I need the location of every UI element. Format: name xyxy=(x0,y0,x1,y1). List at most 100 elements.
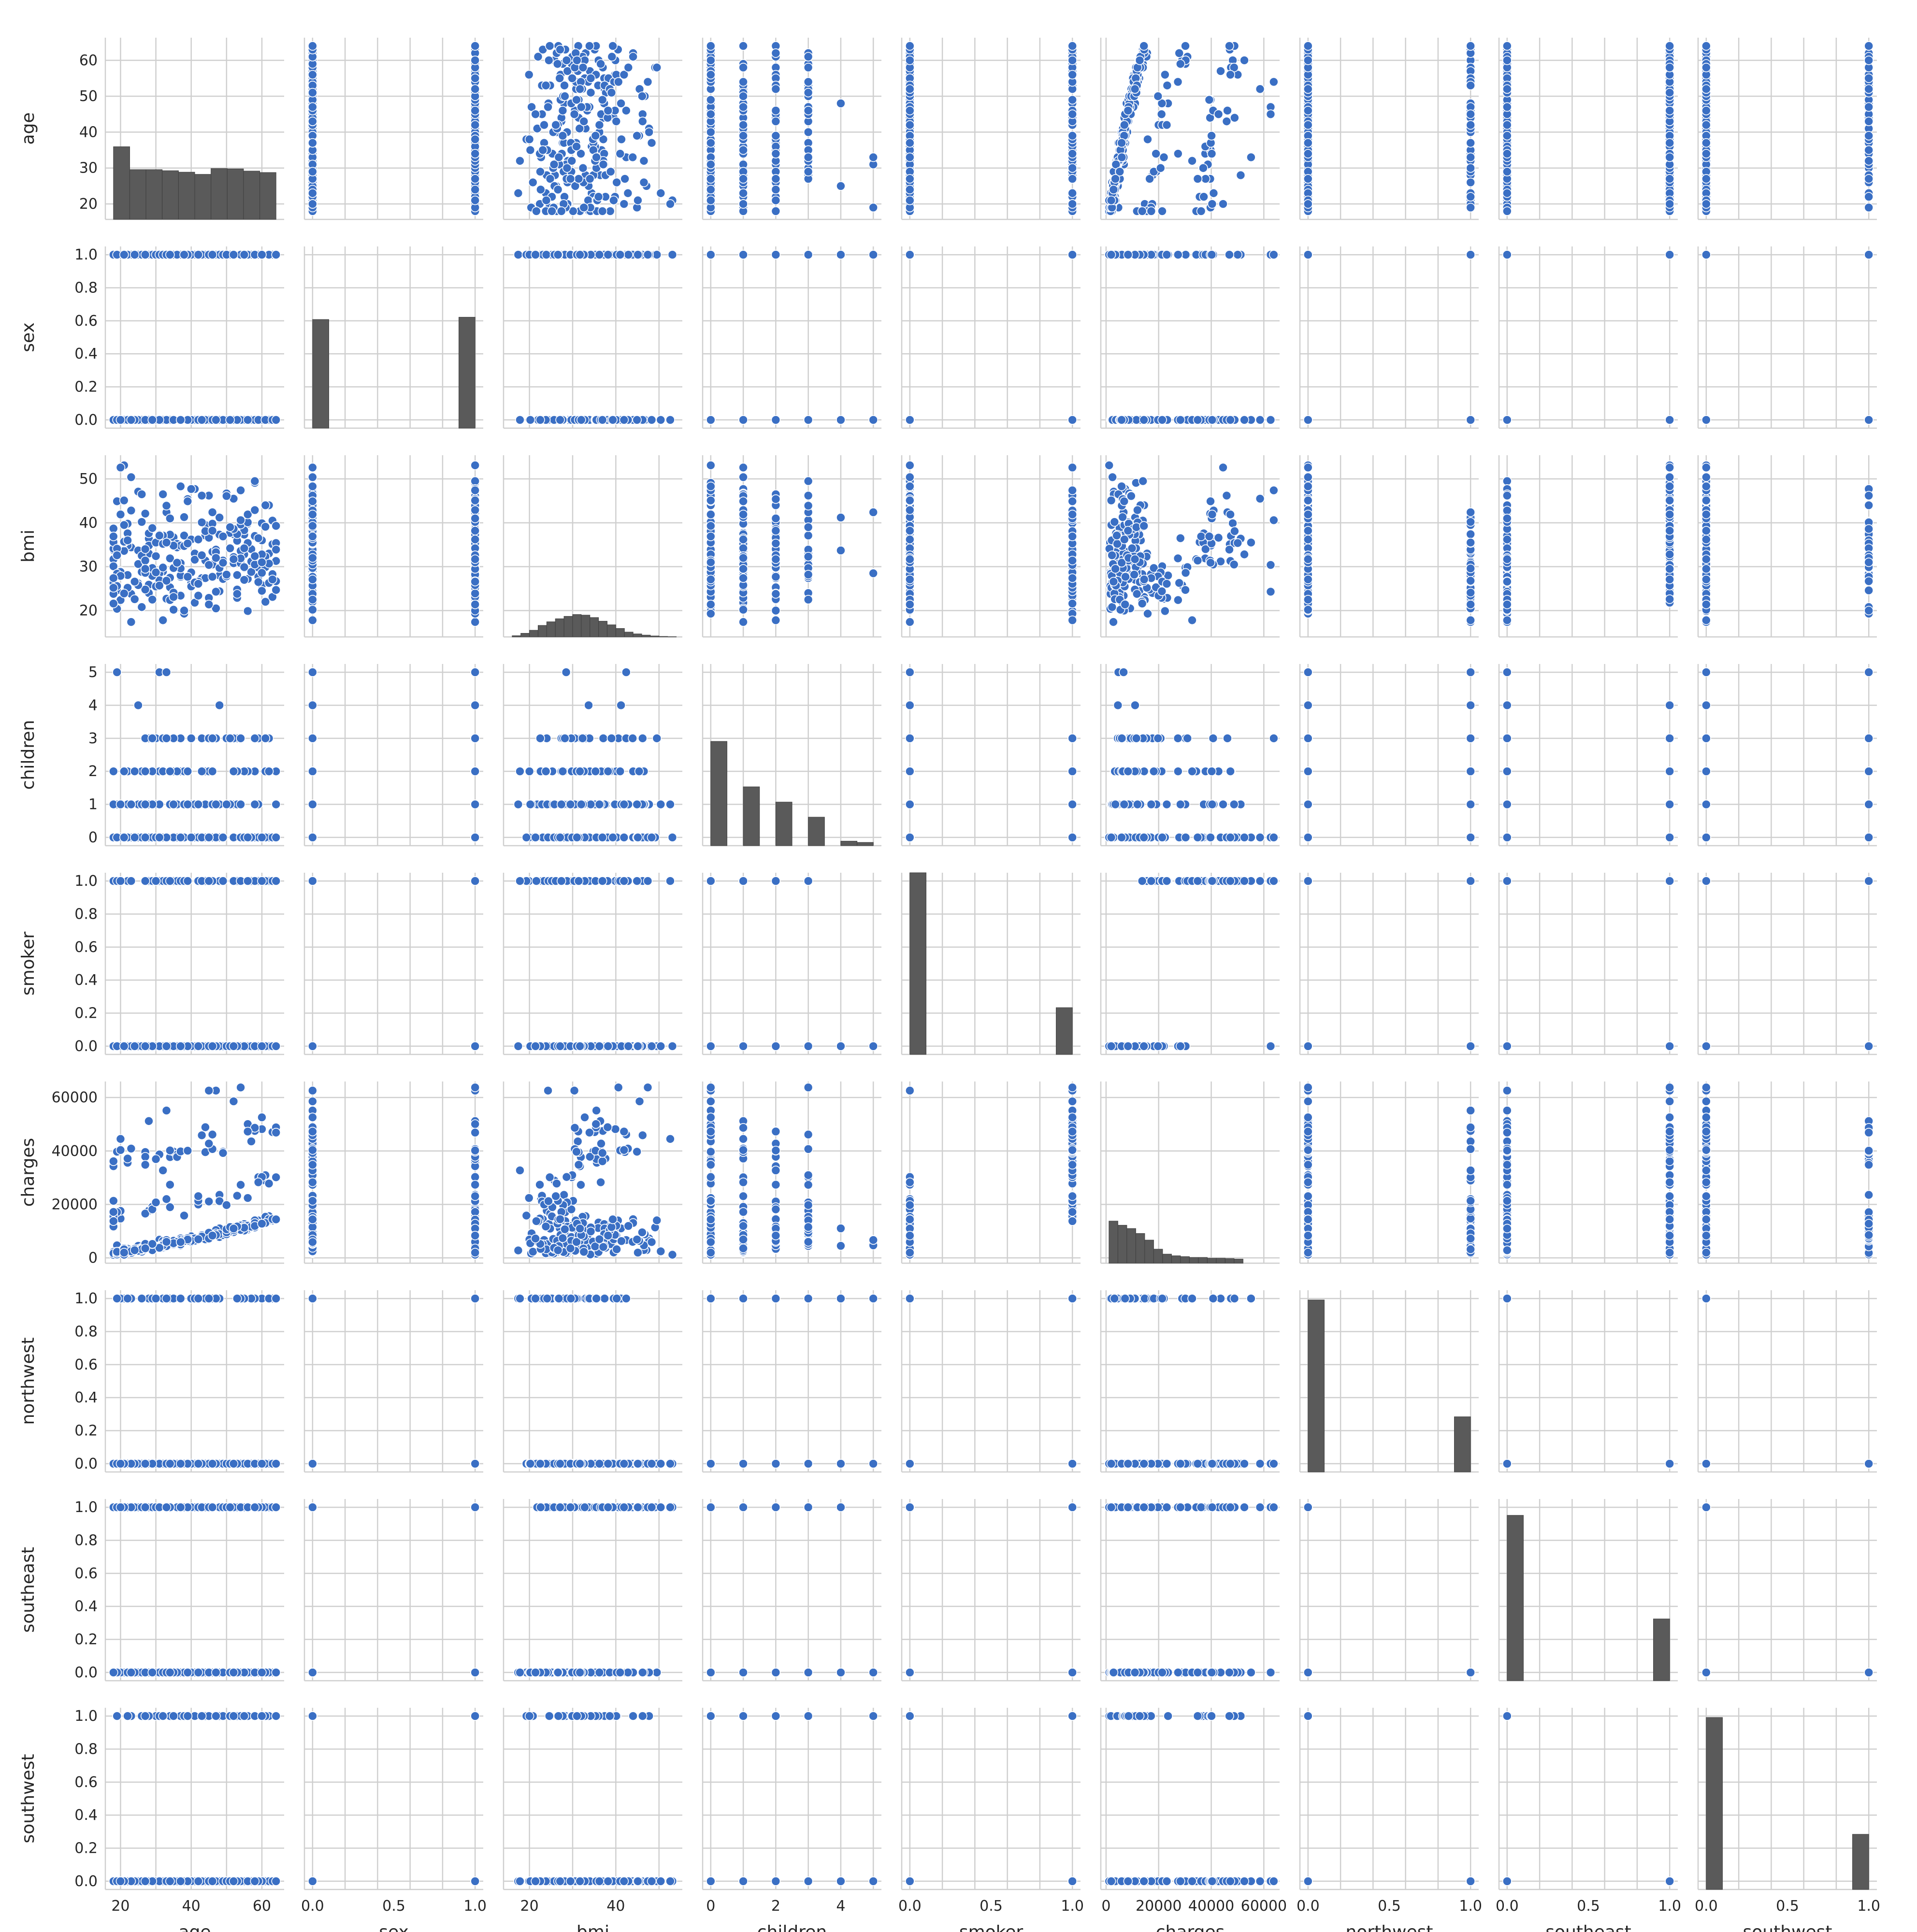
scatter-point xyxy=(739,77,748,86)
scatter-point xyxy=(471,196,479,205)
scatter-point xyxy=(308,189,317,198)
scatter-point xyxy=(1207,131,1216,140)
scatter-point xyxy=(668,250,677,259)
scatter-point xyxy=(1174,77,1182,86)
scatter-point xyxy=(1665,139,1674,147)
scatter-point xyxy=(609,196,618,205)
scatter-point xyxy=(1466,203,1475,212)
scatter-point xyxy=(869,203,878,212)
scatter-point xyxy=(1247,153,1255,161)
scatter-point xyxy=(536,185,545,194)
scatter-point xyxy=(1864,192,1873,201)
scatter-point xyxy=(739,189,748,198)
scatter-point xyxy=(906,153,914,161)
scatter-point xyxy=(771,106,780,115)
scatter-point xyxy=(577,102,586,111)
scatter-point xyxy=(1304,85,1312,93)
histogram-bar-age xyxy=(130,170,146,219)
panel-sex-vs-bmi xyxy=(504,246,682,428)
scatter-point xyxy=(576,250,584,259)
panel-age-vs-northwest xyxy=(1300,38,1479,219)
panel-age-vs-southeast xyxy=(1499,38,1678,219)
scatter-point xyxy=(1068,164,1077,173)
scatter-point xyxy=(1503,42,1512,50)
scatter-point xyxy=(1138,207,1147,216)
scatter-point xyxy=(739,174,748,183)
scatter-point xyxy=(706,196,715,205)
scatter-point xyxy=(1466,164,1475,173)
scatter-point xyxy=(1269,77,1278,86)
scatter-point xyxy=(1163,81,1171,90)
scatter-point xyxy=(739,102,748,111)
scatter-point xyxy=(1304,56,1312,65)
panel-age-vs-smoker xyxy=(902,38,1081,219)
scatter-point xyxy=(1304,174,1312,183)
scatter-point xyxy=(550,160,559,169)
scatter-point xyxy=(1230,114,1239,122)
scatter-point xyxy=(1304,200,1312,208)
scatter-point xyxy=(575,174,583,183)
scatter-point xyxy=(608,42,617,50)
scatter-point xyxy=(1864,203,1873,212)
scatter-point xyxy=(771,207,780,216)
scatter-point xyxy=(148,416,157,424)
scatter-point xyxy=(471,121,479,130)
scatter-point xyxy=(1131,85,1139,93)
histogram-bar-age xyxy=(114,147,130,219)
scatter-point xyxy=(1219,200,1227,208)
scatter-point xyxy=(586,174,594,183)
scatter-point xyxy=(771,196,780,205)
scatter-point xyxy=(556,45,564,54)
scatter-point xyxy=(804,153,813,161)
scatter-point xyxy=(1266,110,1275,118)
scatter-point xyxy=(1665,63,1674,72)
scatter-point xyxy=(614,77,623,86)
scatter-point xyxy=(1152,149,1160,158)
y-tick-label-age: 40 xyxy=(79,124,98,141)
scatter-point xyxy=(1120,121,1129,130)
scatter-point xyxy=(1864,56,1873,65)
scatter-point xyxy=(706,71,715,79)
scatter-point xyxy=(536,416,545,424)
scatter-point xyxy=(516,157,524,165)
scatter-point xyxy=(1466,81,1475,90)
scatter-point xyxy=(1304,42,1312,50)
scatter-point xyxy=(1665,88,1674,97)
scatter-point xyxy=(1068,189,1077,198)
scatter-point xyxy=(836,182,845,190)
scatter-point xyxy=(471,149,479,158)
scatter-point xyxy=(804,77,813,86)
scatter-point xyxy=(272,250,280,259)
scatter-point xyxy=(1503,207,1512,216)
scatter-point xyxy=(1503,131,1512,140)
scatter-point xyxy=(648,139,656,147)
scatter-point xyxy=(592,153,601,161)
scatter-points-age-vs-northwest xyxy=(1304,42,1475,216)
scatter-point xyxy=(1157,110,1166,118)
y-axis-label-age: age xyxy=(18,112,38,144)
scatter-point xyxy=(1208,149,1216,158)
scatter-point xyxy=(739,92,748,101)
scatter-point xyxy=(545,56,553,65)
scatter-point xyxy=(1153,92,1162,101)
scatter-point xyxy=(1702,121,1711,130)
scatter-point xyxy=(1109,185,1118,194)
scatter-point xyxy=(620,200,628,208)
scatter-point xyxy=(587,74,595,83)
scatter-point xyxy=(656,189,665,198)
y-tick-label-sex: 0.4 xyxy=(74,346,98,362)
histogram-bar-age xyxy=(195,174,211,219)
scatter-points-sex-vs-children xyxy=(706,250,878,424)
scatter-point xyxy=(620,416,628,424)
scatter-point xyxy=(526,416,534,424)
histogram-bar-age xyxy=(244,171,260,219)
scatter-point xyxy=(1222,117,1231,126)
scatter-point xyxy=(869,153,878,161)
scatter-point xyxy=(532,207,541,216)
scatter-point xyxy=(595,250,604,259)
scatter-point xyxy=(604,106,612,115)
scatter-point xyxy=(706,128,715,136)
scatter-point xyxy=(607,52,616,61)
scatter-point xyxy=(542,250,550,259)
